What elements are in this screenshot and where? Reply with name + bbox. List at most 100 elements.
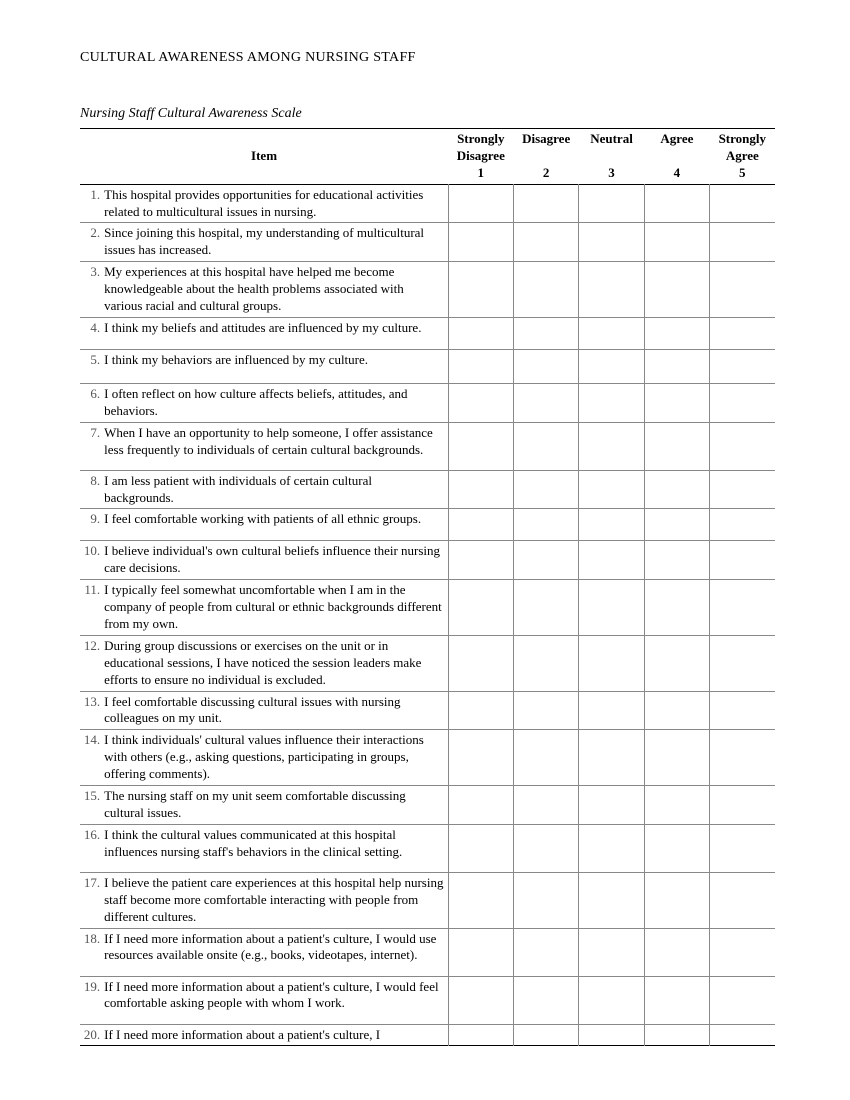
rating-cell[interactable]	[710, 470, 775, 509]
rating-cell[interactable]	[448, 349, 513, 383]
rating-cell[interactable]	[579, 580, 644, 636]
rating-cell[interactable]	[579, 1024, 644, 1046]
rating-cell[interactable]	[448, 383, 513, 422]
rating-cell[interactable]	[644, 691, 709, 730]
rating-cell[interactable]	[644, 872, 709, 928]
rating-cell[interactable]	[710, 541, 775, 580]
rating-cell[interactable]	[579, 262, 644, 318]
rating-cell[interactable]	[579, 349, 644, 383]
rating-cell[interactable]	[644, 786, 709, 825]
rating-cell[interactable]	[513, 317, 578, 349]
rating-cell[interactable]	[448, 470, 513, 509]
rating-cell[interactable]	[579, 184, 644, 223]
rating-cell[interactable]	[644, 928, 709, 976]
rating-cell[interactable]	[579, 824, 644, 872]
rating-cell[interactable]	[513, 928, 578, 976]
rating-cell[interactable]	[448, 262, 513, 318]
rating-cell[interactable]	[579, 872, 644, 928]
rating-cell[interactable]	[710, 691, 775, 730]
rating-cell[interactable]	[710, 349, 775, 383]
rating-cell[interactable]	[710, 976, 775, 1024]
rating-cell[interactable]	[579, 509, 644, 541]
rating-cell[interactable]	[579, 976, 644, 1024]
rating-cell[interactable]	[448, 422, 513, 470]
rating-cell[interactable]	[579, 730, 644, 786]
rating-cell[interactable]	[579, 786, 644, 825]
rating-cell[interactable]	[710, 786, 775, 825]
rating-cell[interactable]	[710, 184, 775, 223]
rating-cell[interactable]	[513, 580, 578, 636]
rating-cell[interactable]	[448, 541, 513, 580]
rating-cell[interactable]	[448, 1024, 513, 1046]
rating-cell[interactable]	[513, 976, 578, 1024]
rating-cell[interactable]	[710, 730, 775, 786]
rating-cell[interactable]	[644, 976, 709, 1024]
rating-cell[interactable]	[513, 824, 578, 872]
rating-cell[interactable]	[644, 1024, 709, 1046]
rating-cell[interactable]	[644, 470, 709, 509]
rating-cell[interactable]	[644, 541, 709, 580]
rating-cell[interactable]	[644, 580, 709, 636]
rating-cell[interactable]	[579, 928, 644, 976]
rating-cell[interactable]	[513, 1024, 578, 1046]
rating-cell[interactable]	[513, 383, 578, 422]
rating-cell[interactable]	[644, 824, 709, 872]
rating-cell[interactable]	[513, 509, 578, 541]
rating-cell[interactable]	[448, 580, 513, 636]
rating-cell[interactable]	[710, 422, 775, 470]
rating-cell[interactable]	[710, 383, 775, 422]
rating-cell[interactable]	[448, 691, 513, 730]
rating-cell[interactable]	[513, 422, 578, 470]
rating-cell[interactable]	[579, 541, 644, 580]
rating-cell[interactable]	[513, 635, 578, 691]
rating-cell[interactable]	[579, 422, 644, 470]
rating-cell[interactable]	[513, 470, 578, 509]
rating-cell[interactable]	[513, 223, 578, 262]
rating-cell[interactable]	[710, 509, 775, 541]
rating-cell[interactable]	[710, 928, 775, 976]
rating-cell[interactable]	[513, 691, 578, 730]
rating-cell[interactable]	[644, 262, 709, 318]
rating-cell[interactable]	[513, 184, 578, 223]
rating-cell[interactable]	[513, 730, 578, 786]
rating-cell[interactable]	[513, 541, 578, 580]
rating-cell[interactable]	[513, 872, 578, 928]
rating-cell[interactable]	[513, 262, 578, 318]
rating-cell[interactable]	[644, 509, 709, 541]
rating-cell[interactable]	[710, 262, 775, 318]
rating-cell[interactable]	[710, 580, 775, 636]
rating-cell[interactable]	[448, 872, 513, 928]
rating-cell[interactable]	[448, 509, 513, 541]
rating-cell[interactable]	[644, 184, 709, 223]
rating-cell[interactable]	[448, 824, 513, 872]
rating-cell[interactable]	[448, 786, 513, 825]
rating-cell[interactable]	[710, 317, 775, 349]
rating-cell[interactable]	[579, 383, 644, 422]
rating-cell[interactable]	[448, 223, 513, 262]
rating-cell[interactable]	[448, 635, 513, 691]
rating-cell[interactable]	[448, 928, 513, 976]
rating-cell[interactable]	[710, 1024, 775, 1046]
rating-cell[interactable]	[710, 223, 775, 262]
rating-cell[interactable]	[513, 349, 578, 383]
rating-cell[interactable]	[579, 317, 644, 349]
rating-cell[interactable]	[579, 635, 644, 691]
rating-cell[interactable]	[644, 223, 709, 262]
rating-cell[interactable]	[644, 383, 709, 422]
rating-cell[interactable]	[710, 635, 775, 691]
rating-cell[interactable]	[448, 976, 513, 1024]
rating-cell[interactable]	[644, 635, 709, 691]
rating-cell[interactable]	[579, 223, 644, 262]
rating-cell[interactable]	[448, 730, 513, 786]
rating-cell[interactable]	[644, 422, 709, 470]
rating-cell[interactable]	[579, 470, 644, 509]
rating-cell[interactable]	[513, 786, 578, 825]
rating-cell[interactable]	[644, 349, 709, 383]
rating-cell[interactable]	[710, 824, 775, 872]
rating-cell[interactable]	[448, 184, 513, 223]
rating-cell[interactable]	[448, 317, 513, 349]
rating-cell[interactable]	[579, 691, 644, 730]
rating-cell[interactable]	[710, 872, 775, 928]
rating-cell[interactable]	[644, 730, 709, 786]
rating-cell[interactable]	[644, 317, 709, 349]
